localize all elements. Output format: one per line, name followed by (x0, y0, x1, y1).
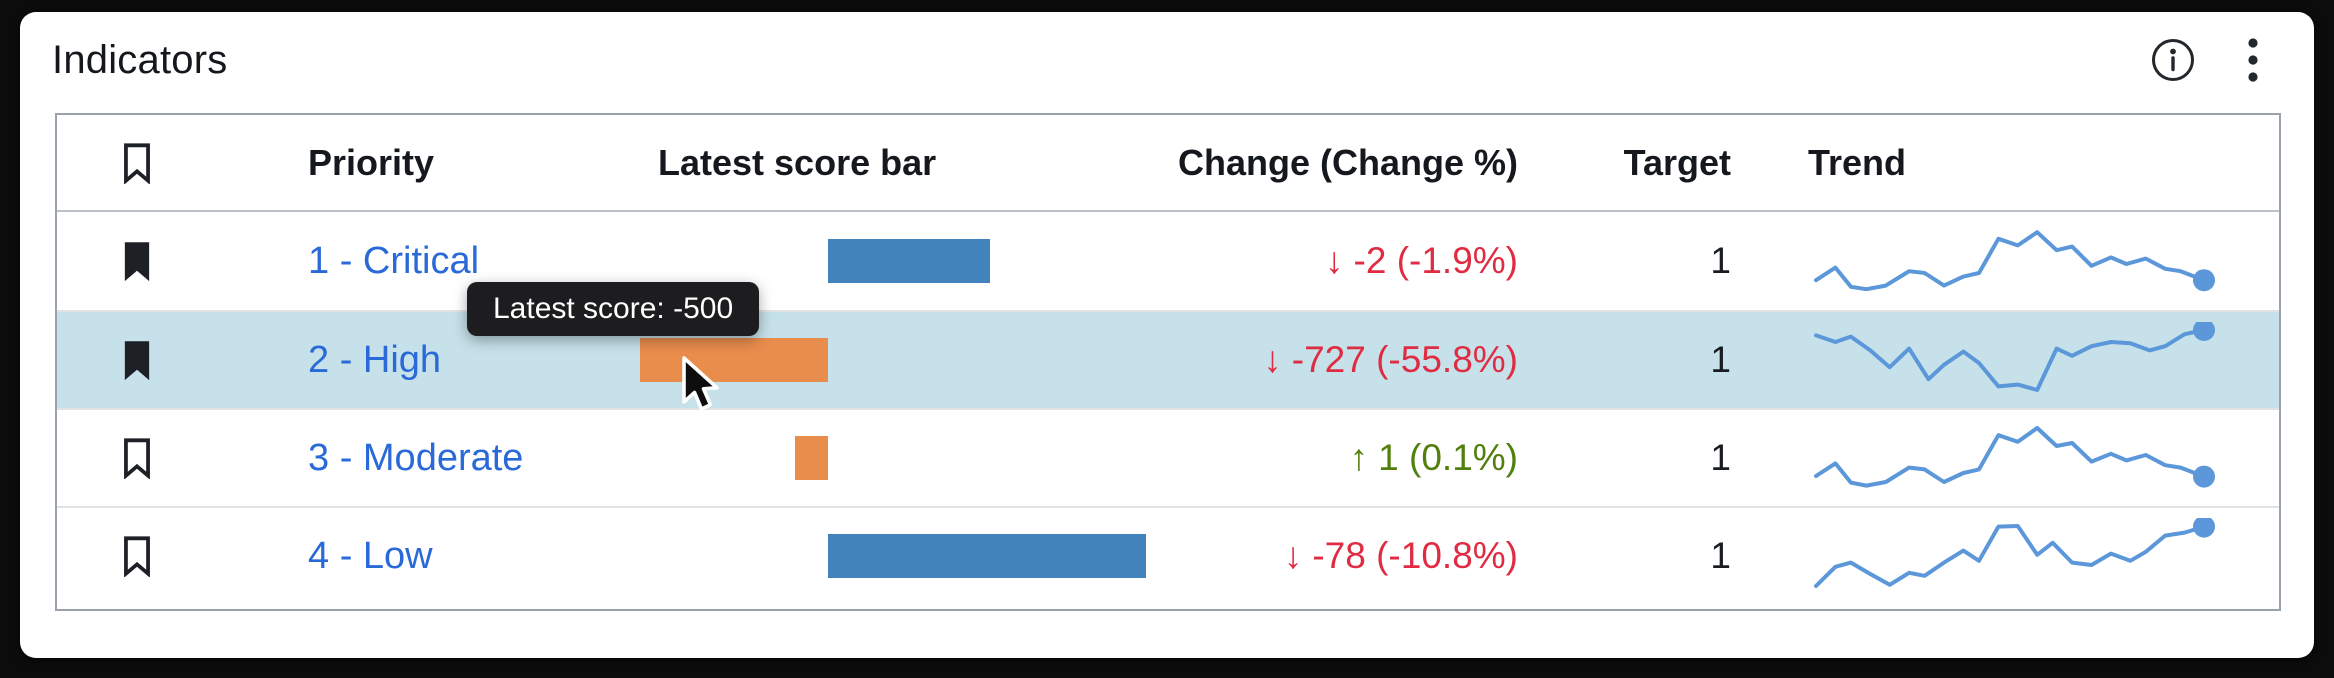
bookmark-icon[interactable] (122, 437, 152, 479)
info-icon (2152, 39, 2194, 81)
priority-link[interactable]: 2 - High (308, 338, 442, 381)
bookmark-icon[interactable] (122, 240, 152, 282)
change-value: -727 (-55.8%) (1291, 339, 1518, 380)
indicators-card: Indicators Prior (20, 12, 2314, 658)
indicators-table: Priority Latest score bar Change (Change… (55, 113, 2281, 611)
table-row: 1 - Critical ↓ -2 (-1.9%) 1 (57, 212, 2279, 310)
change-cell: ↑ 1 (0.1%) (1160, 410, 1530, 506)
change-arrow-icon: ↑ (1349, 437, 1369, 478)
card-title: Indicators (52, 37, 228, 82)
target-cell: 1 (1710, 535, 1731, 576)
priority-cell: 3 - Moderate (308, 410, 658, 506)
column-header-trend: Trend (1808, 141, 1907, 183)
bookmark-cell (57, 212, 308, 310)
latest-score-bar[interactable] (828, 534, 1146, 578)
change-value: -78 (-10.8%) (1312, 535, 1518, 576)
bookmark-cell (57, 410, 308, 506)
score-tooltip: Latest score: -500 (467, 282, 760, 336)
table-row: 4 - Low ↓ -78 (-10.8%) 1 (57, 506, 2279, 604)
bookmark-outline-icon (124, 142, 150, 184)
change-cell: ↓ -727 (-55.8%) (1160, 312, 1530, 408)
score-bar-cell (658, 410, 1160, 506)
score-bar-cell (658, 212, 1160, 310)
change-value: 1 (0.1%) (1378, 437, 1518, 478)
table-row: 3 - Moderate ↑ 1 (0.1%) 1 (57, 408, 2279, 506)
column-header-change: Change (Change %) (1177, 141, 1518, 183)
score-bar-cell (640, 312, 1160, 408)
latest-score-bar[interactable] (640, 338, 828, 382)
column-header-bookmark (57, 142, 308, 184)
bookmark-cell (57, 508, 308, 604)
priority-cell: 4 - Low (308, 508, 658, 604)
score-bar-cell (658, 508, 1160, 604)
bookmark-icon[interactable] (122, 339, 152, 381)
priority-cell: 1 - Critical (308, 212, 658, 310)
priority-link[interactable]: 3 - Moderate (308, 436, 524, 479)
trend-sparkline (1814, 230, 2215, 292)
change-cell: ↓ -78 (-10.8%) (1160, 508, 1530, 604)
priority-cell: 2 - High (308, 312, 658, 408)
latest-score-bar[interactable] (828, 239, 990, 283)
trend-cell (1745, 312, 2279, 408)
bookmark-cell (57, 312, 308, 408)
trend-cell (1745, 508, 2279, 604)
kebab-icon (2248, 38, 2258, 82)
target-cell: 1 (1710, 240, 1731, 281)
table-header-row: Priority Latest score bar Change (Change… (57, 115, 2279, 212)
change-arrow-icon: ↓ (1283, 535, 1303, 576)
more-options-button[interactable] (2236, 33, 2270, 87)
latest-score-bar[interactable] (795, 436, 828, 480)
trend-cell (1745, 410, 2279, 506)
change-value: -2 (-1.9%) (1353, 240, 1518, 281)
card-header: Indicators (52, 28, 227, 92)
target-cell: 1 (1710, 437, 1731, 478)
priority-link[interactable]: 1 - Critical (308, 239, 480, 282)
trend-cell (1745, 212, 2279, 310)
column-header-score-bar: Latest score bar (658, 141, 937, 183)
priority-link[interactable]: 4 - Low (308, 534, 433, 577)
change-arrow-icon: ↓ (1325, 240, 1344, 281)
bookmark-icon[interactable] (122, 535, 152, 577)
change-cell: ↓ -2 (-1.9%) (1160, 212, 1530, 310)
change-arrow-icon: ↓ (1263, 339, 1282, 380)
target-cell: 1 (1710, 339, 1731, 380)
trend-sparkline (1814, 322, 2215, 392)
info-button[interactable] (2146, 33, 2200, 87)
trend-sparkline (1814, 518, 2215, 588)
column-header-priority: Priority (308, 141, 435, 183)
column-header-target: Target (1623, 141, 1731, 183)
trend-sparkline (1814, 426, 2215, 488)
table-row: 2 - High ↓ -727 (-55.8%) 1 (57, 310, 2279, 408)
